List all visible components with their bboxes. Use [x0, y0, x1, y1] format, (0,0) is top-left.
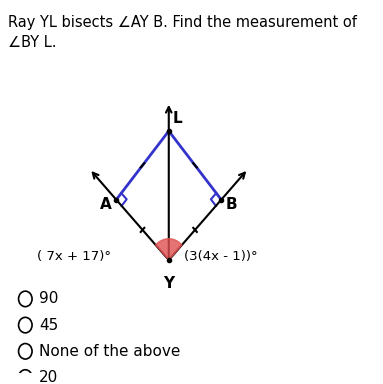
Text: 20: 20: [39, 370, 58, 384]
Text: ∠BY L.: ∠BY L.: [8, 35, 57, 50]
Text: A: A: [100, 197, 112, 212]
Text: Ray YL bisects ∠AY B. Find the measurement of: Ray YL bisects ∠AY B. Find the measureme…: [8, 15, 357, 30]
Text: B: B: [226, 197, 237, 212]
Text: 90: 90: [39, 291, 58, 306]
Text: ( 7x + 17)°: ( 7x + 17)°: [38, 250, 111, 263]
Text: 45: 45: [39, 318, 58, 333]
Text: (3(4x - 1))°: (3(4x - 1))°: [184, 250, 258, 263]
Text: L: L: [173, 111, 183, 126]
Polygon shape: [155, 239, 182, 260]
Text: Y: Y: [163, 276, 174, 291]
Text: None of the above: None of the above: [39, 344, 180, 359]
